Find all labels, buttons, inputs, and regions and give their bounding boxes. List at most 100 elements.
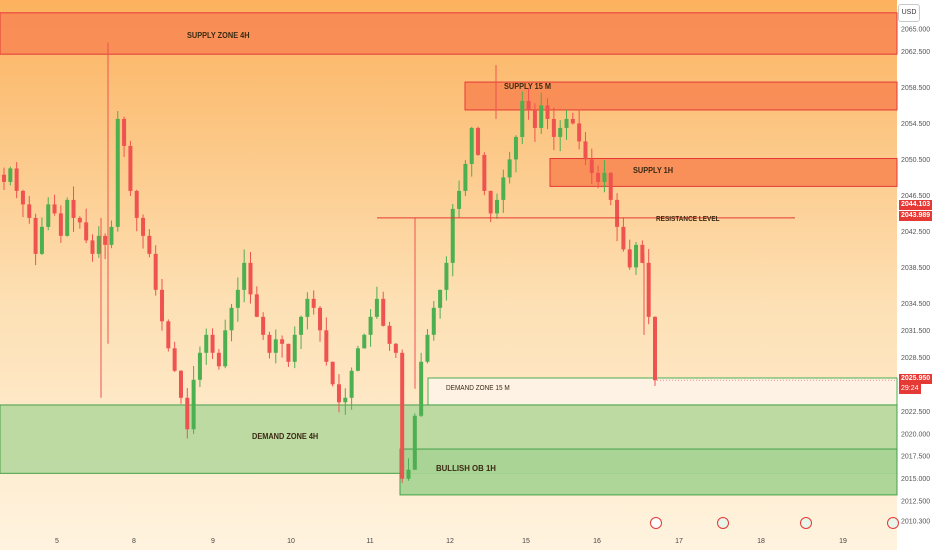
candle-body <box>197 352 202 380</box>
candle-body <box>128 145 133 191</box>
candle-body <box>172 348 177 371</box>
candle-body <box>551 118 556 137</box>
candle-body <box>349 370 354 398</box>
candle-body <box>318 307 323 331</box>
time-tick-label: 9 <box>211 538 215 545</box>
candle-body <box>368 316 373 335</box>
candle-body <box>103 235 108 245</box>
candle-body <box>33 217 38 254</box>
candle-body <box>463 163 468 191</box>
candle-body <box>558 127 563 137</box>
candle-body <box>381 298 386 326</box>
candle-body <box>602 172 607 182</box>
candle-body <box>324 330 329 362</box>
price-tick-label: 2022.500 <box>901 409 930 416</box>
candle-body <box>621 226 626 250</box>
candle-body <box>210 334 215 353</box>
candle-body <box>400 352 405 479</box>
candle-body <box>545 105 550 119</box>
time-tick-label: 12 <box>446 538 454 545</box>
price-tick-label: 2054.500 <box>901 121 930 128</box>
flag-event-icon[interactable] <box>800 517 812 529</box>
currency-selector[interactable]: USD <box>898 4 920 22</box>
candle-body <box>589 159 594 173</box>
candle-body <box>412 415 417 470</box>
candle-body <box>2 174 6 182</box>
candle-body <box>608 172 613 200</box>
candle-body <box>134 190 139 218</box>
price-tick-label: 2050.500 <box>901 157 930 164</box>
price-tick-label: 2020.000 <box>901 431 930 438</box>
candle-body <box>204 334 209 353</box>
time-tick-label: 11 <box>366 538 373 545</box>
time-tick-label: 8 <box>132 538 136 545</box>
candle-body <box>646 262 651 317</box>
candle-body <box>444 262 449 290</box>
candle-body <box>166 321 171 349</box>
zone-supply-15m <box>464 81 898 111</box>
candle-body <box>96 235 101 254</box>
candle-body <box>583 141 588 160</box>
time-tick-label: 10 <box>287 538 295 545</box>
candle-body <box>273 339 278 353</box>
resistance-level-label: RESISTANCE LEVEL <box>656 216 720 223</box>
candle-body <box>343 397 348 403</box>
candle-body <box>8 168 13 182</box>
candle-body <box>640 244 645 263</box>
candle-body <box>425 334 430 362</box>
price-tick-label: 2058.500 <box>901 85 930 92</box>
time-tick-label: 17 <box>675 538 683 545</box>
candle-body <box>223 330 228 367</box>
candle-body <box>627 249 632 268</box>
candle-body <box>280 339 285 344</box>
candle-body <box>52 204 57 214</box>
candle-body <box>178 370 183 398</box>
candle-body <box>362 334 367 349</box>
supply-15m-label: SUPPLY 15 M <box>504 82 552 91</box>
flag-event-icon[interactable] <box>717 517 729 529</box>
candle-body <box>115 118 120 227</box>
candle-body <box>267 334 272 353</box>
candle-body <box>520 100 525 137</box>
candle-body <box>141 217 146 236</box>
bullish-ob-1h-label: BULLISH OB 1H <box>436 463 496 473</box>
candle-body <box>431 307 436 335</box>
candle-body <box>46 204 51 227</box>
candle-body <box>90 240 95 254</box>
supply-zone-4h-label: SUPPLY ZONE 4H <box>187 31 250 40</box>
candle-body <box>570 118 575 124</box>
candle-body <box>153 253 158 290</box>
candle-body <box>160 289 165 322</box>
demand-zone-4h-label: DEMAND ZONE 4H <box>252 432 319 441</box>
time-tick-label: 15 <box>522 538 530 545</box>
price-tick-label: 2065.000 <box>901 27 930 34</box>
candle-body <box>577 123 582 142</box>
candle-body <box>513 136 518 160</box>
candle-body <box>14 168 19 191</box>
price-tick-label: 2010.300 <box>901 519 930 526</box>
time-tick-label: 5 <box>55 538 59 545</box>
candle-body <box>564 118 569 128</box>
candle-body <box>235 289 240 308</box>
candle-body <box>532 109 537 128</box>
candle-body <box>501 177 506 200</box>
flash-event-icon[interactable] <box>650 517 662 529</box>
flag-event-icon[interactable] <box>887 517 899 529</box>
candle-body <box>216 352 221 367</box>
candle-body <box>305 298 310 317</box>
candle-body <box>526 100 531 110</box>
price-axis-background <box>897 0 932 550</box>
candle-body <box>311 298 316 308</box>
zone-supply-4h <box>0 12 898 55</box>
candle-body <box>494 199 499 214</box>
candle-body <box>248 262 253 295</box>
candle-body <box>122 118 127 146</box>
candle-body <box>58 213 63 236</box>
candle-body <box>20 190 25 205</box>
candle-body <box>242 262 247 290</box>
price-tick-label: 2017.500 <box>901 454 930 461</box>
time-tick-label: 19 <box>839 538 847 545</box>
candle-body <box>191 379 196 430</box>
